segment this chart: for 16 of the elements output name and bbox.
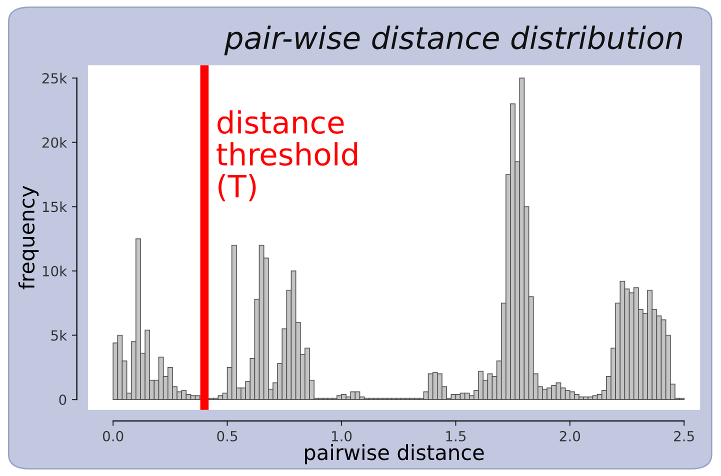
- x-tick-label: 1.5: [446, 431, 466, 442]
- y-tick-label: 15k: [42, 201, 68, 212]
- chart-title: pair-wise distance distribution: [224, 26, 682, 56]
- y-tick-label: 25k: [42, 72, 68, 84]
- ref-line-label: distance threshold (T): [216, 110, 357, 202]
- x-axis-title: pairwise distance: [305, 444, 484, 464]
- y-axis-title: frequency: [18, 186, 39, 290]
- x-tick-label: 0.0: [102, 430, 124, 442]
- y-tick-label: 20k: [42, 137, 68, 148]
- y-tick-label: 0: [59, 394, 66, 406]
- x-tick-label: 1.0: [332, 430, 352, 442]
- x-tick-label: 2.0: [560, 430, 580, 442]
- x-tick-label: 0.5: [217, 430, 238, 442]
- y-tick-label: 10k: [42, 266, 68, 276]
- x-tick-label: 2.5: [674, 430, 694, 442]
- y-tick-label: 5k: [51, 330, 68, 341]
